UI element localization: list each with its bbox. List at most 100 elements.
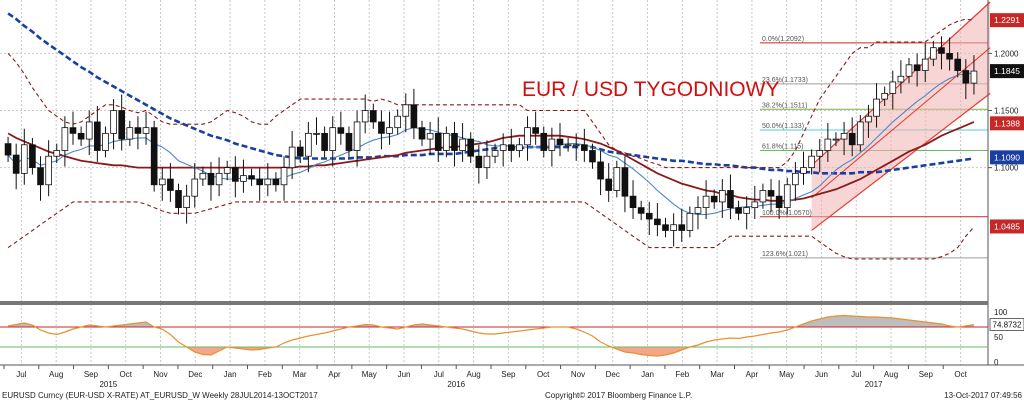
candle-bull — [702, 195, 710, 209]
candle-bull — [483, 155, 491, 169]
candle-bull — [572, 144, 580, 147]
candle-bear — [913, 64, 921, 71]
candle-bear — [532, 127, 539, 134]
candle-bear — [589, 150, 596, 163]
candle-bull — [881, 92, 888, 100]
fib-level-label: 38.2%(1.1511) — [762, 102, 807, 109]
candle-bear — [29, 144, 36, 169]
month-label: Sep — [919, 370, 934, 379]
month-label: Apr — [328, 370, 341, 379]
candle-bear — [69, 127, 77, 134]
candle-bull — [856, 121, 864, 146]
price-tag-label: 1.2291 — [994, 15, 1020, 25]
candle-bear — [540, 132, 548, 151]
candle-bear — [118, 110, 126, 140]
candle-bull — [126, 127, 134, 140]
series-upper-band — [7, 18, 974, 169]
candle-bear — [475, 155, 483, 169]
candle-bull — [889, 81, 897, 94]
candle-bull — [459, 138, 466, 151]
candle-bull — [865, 115, 872, 123]
candle-bear — [248, 175, 255, 180]
candle-bear — [4, 143, 12, 156]
candle-bear — [605, 178, 613, 191]
chart-title: EUR / USD TYGODNIOWY — [522, 78, 779, 101]
month-label: Apr — [746, 370, 759, 379]
candle-bear — [938, 47, 945, 54]
month-label: Dec — [188, 370, 202, 379]
candle-bear — [150, 127, 158, 186]
year-label: 2015 — [99, 380, 117, 389]
price-tag-box — [990, 64, 1024, 79]
candle-bear — [321, 132, 328, 151]
candle-bear — [581, 144, 588, 151]
candle-bear — [37, 167, 44, 186]
candle-bull — [743, 207, 750, 214]
candle-bull — [240, 175, 247, 182]
candle-bear — [451, 132, 458, 151]
price-tick-label: 1.1500 — [994, 107, 1019, 116]
candle-bear — [272, 178, 280, 186]
candle-bull — [353, 121, 361, 151]
candle-bull — [719, 190, 726, 203]
price-tags: 1.2291 1.1845 1.1388 1.1090 1.0485 — [990, 13, 1024, 234]
candle-bear — [134, 127, 142, 134]
candle-bear — [418, 127, 426, 140]
candle-bull — [402, 104, 410, 117]
oscillator-tick-label: 100 — [994, 308, 1008, 317]
candle-bear — [654, 218, 661, 226]
month-label: Feb — [675, 370, 689, 379]
month-label: Jul — [16, 370, 26, 379]
candle-bear — [962, 70, 970, 84]
price-tag-box — [990, 219, 1024, 234]
candle-bull — [264, 178, 272, 186]
candle-bear — [678, 224, 686, 231]
month-label: Jan — [224, 370, 237, 379]
footer-copyright: Copyright© 2017 Bloomberg Finance L.P. — [545, 391, 692, 400]
candle-bull — [361, 110, 369, 123]
candle-bull — [183, 195, 190, 209]
month-label: Aug — [49, 370, 63, 379]
candle-bear — [637, 207, 645, 214]
candle-bull — [970, 70, 978, 84]
candle-bull — [759, 190, 767, 203]
candle-bull — [840, 132, 848, 140]
candle-bull — [491, 150, 499, 157]
candle-bear — [662, 224, 669, 231]
candle-bull — [110, 110, 117, 134]
fib-level-label: 23.6%(1.1733) — [762, 77, 808, 84]
candle-bull — [694, 207, 702, 214]
candle-bear — [775, 195, 783, 209]
candle-bull — [288, 146, 296, 169]
candle-bull — [61, 127, 69, 151]
month-label: Sep — [84, 370, 99, 379]
candle-bull — [329, 127, 337, 151]
candle-bear — [946, 53, 953, 60]
month-label: Jan — [641, 370, 654, 379]
channel-lower-line — [811, 92, 991, 231]
candle-bear — [207, 172, 215, 186]
candle-bear — [232, 167, 239, 182]
candle-bear — [77, 132, 85, 140]
indicator-lines — [7, 12, 975, 260]
year-label: 2017 — [865, 380, 883, 389]
month-label: May — [779, 370, 794, 379]
month-label: Dec — [606, 370, 620, 379]
fib-level-label: 0.0%(1.2092) — [762, 36, 804, 43]
candle-bear — [556, 138, 564, 146]
month-label: Aug — [466, 370, 480, 379]
price-tick-label: 1.1000 — [994, 164, 1019, 173]
candle-bull — [386, 127, 393, 134]
candle-bull — [45, 155, 52, 186]
candle-bull — [524, 127, 531, 146]
candle-bull — [53, 150, 61, 157]
candle-bull — [280, 167, 288, 186]
month-label: Oct — [954, 370, 967, 379]
candle-bear — [410, 104, 418, 129]
year-label: 2016 — [447, 380, 465, 389]
candle-bull — [215, 172, 223, 186]
fib-level-label: 50.0%(1.133) — [762, 123, 804, 130]
candle-bull — [783, 184, 791, 209]
candle-bear — [434, 132, 442, 151]
